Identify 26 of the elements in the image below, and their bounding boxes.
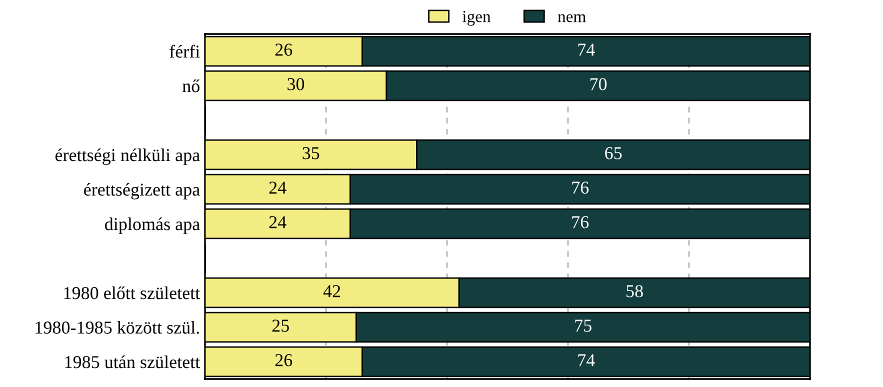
data-label: 26 [275,44,292,56]
y-tick-label: érettségi nélküli apa [55,148,200,165]
y-tick-label: nő [182,79,200,92]
data-label: 70 [590,78,607,90]
y-tick-label: 1980 előtt született [64,286,200,300]
data-label: 65 [605,147,622,160]
data-label: 35 [302,147,320,160]
legend-label: igen [462,11,491,26]
data-label: 75 [575,320,592,332]
y-tick-label: 1985 után született [65,355,200,368]
data-label: 74 [578,354,595,366]
data-label: 30 [288,78,304,90]
data-label: 58 [626,285,643,298]
data-label: 24 [269,182,286,194]
data-label: 25 [272,320,289,332]
y-tick-label: 1980-1985 között szül. [36,320,199,334]
data-label: 42 [323,285,340,298]
data-label: 74 [578,44,595,56]
y-tick-label: érettségizett apa [84,182,200,200]
data-label: 76 [572,182,589,194]
data-label: 26 [275,354,292,366]
legend-label: nem [558,14,586,22]
y-tick-label: diplomás apa [105,217,200,234]
data-label: 24 [269,216,286,228]
data-label: 76 [572,216,589,228]
y-tick-label: férfi [170,44,200,58]
